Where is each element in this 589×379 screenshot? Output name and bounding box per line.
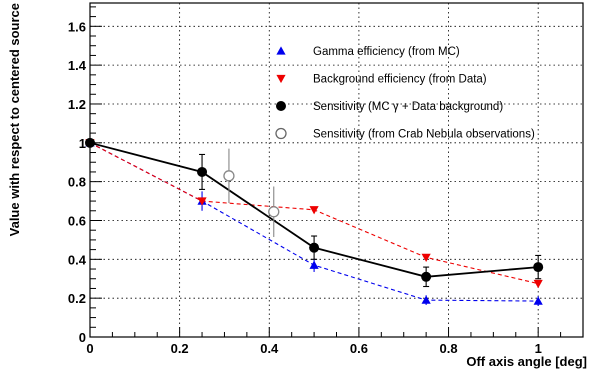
- data-point: [421, 253, 431, 262]
- data-point: [309, 242, 320, 253]
- x-tick-label: 0.6: [350, 341, 368, 356]
- x-tick-label: 0.4: [260, 341, 279, 356]
- data-point: [309, 206, 319, 215]
- legend-entry-1: Background efficiency (from Data): [313, 74, 487, 86]
- x-tick-label: 0.8: [440, 341, 458, 356]
- legend: Gamma efficiency (from MC) Background eff…: [275, 46, 535, 141]
- y-axis-label: Value with respect to centered source: [7, 3, 22, 236]
- data-point: [421, 271, 432, 282]
- data-point: [421, 295, 431, 304]
- data-point: [533, 262, 544, 273]
- data-markers: [85, 137, 544, 305]
- x-tick-labels: 0 0.2 0.4 0.6 0.8 1: [86, 341, 541, 356]
- y-tick-label: 0.2: [68, 291, 86, 306]
- data-point: [309, 260, 319, 269]
- x-axis-label: Off axis angle [deg]: [466, 354, 587, 369]
- y-tick-labels: 0 0.2 0.4 0.6 0.8 1 1.2 1.4 1.6: [68, 19, 87, 345]
- x-tick-label: 0: [86, 341, 93, 356]
- data-point: [533, 279, 543, 289]
- y-tick-label: 0.8: [68, 175, 86, 190]
- data-point: [276, 101, 286, 111]
- data-point: [533, 296, 543, 305]
- y-tick-label: 1.2: [68, 97, 86, 112]
- y-tick-label: 1.4: [68, 58, 87, 73]
- y-tick-label: 0: [79, 330, 86, 345]
- y-tick-label: 1: [79, 136, 86, 151]
- data-point: [197, 197, 207, 206]
- y-tick-label: 1.6: [68, 19, 86, 34]
- data-point: [276, 46, 286, 55]
- series-line-0: [89, 142, 539, 302]
- data-point: [268, 206, 280, 218]
- axis-ticks: [89, 6, 584, 338]
- data-point: [197, 166, 208, 177]
- data-point: [276, 74, 286, 84]
- legend-entry-2: Sensitivity (MC γ + Data background): [313, 101, 503, 113]
- x-tick-label: 0.2: [171, 341, 189, 356]
- x-tick-label: 1: [535, 341, 542, 356]
- data-point: [223, 170, 235, 182]
- legend-entry-3: Sensitivity (from Crab Nebula observatio…: [313, 129, 535, 141]
- error-bars: [199, 148, 542, 306]
- y-tick-label: 0.6: [68, 213, 86, 228]
- legend-entry-0: Gamma efficiency (from MC): [313, 46, 460, 58]
- series-lines: [89, 141, 539, 302]
- y-tick-label: 0.4: [68, 252, 87, 267]
- data-point: [275, 127, 287, 140]
- grid: [90, 3, 583, 337]
